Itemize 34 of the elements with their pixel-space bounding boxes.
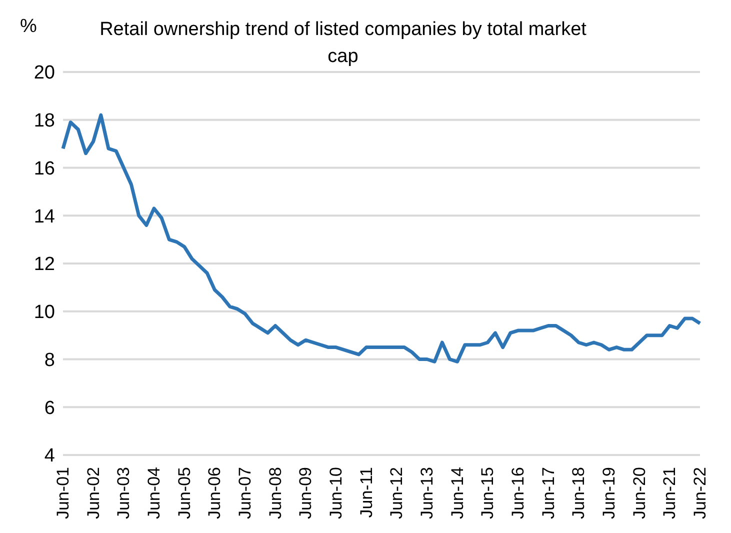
x-tick-label: Jun-08 xyxy=(266,467,285,519)
y-tick-label: 14 xyxy=(34,206,56,228)
x-tick-label: Jun-18 xyxy=(569,467,588,519)
y-axis-title: % xyxy=(20,16,37,38)
x-tick-label: Jun-01 xyxy=(54,467,72,519)
x-tick-label: Jun-14 xyxy=(448,467,467,519)
x-tick-label: Jun-02 xyxy=(84,467,103,519)
x-tick-label: Jun-19 xyxy=(600,467,618,519)
y-tick-label: 20 xyxy=(34,62,55,84)
x-tick-label: Jun-11 xyxy=(356,467,376,518)
line-series xyxy=(61,113,702,364)
x-tick-label: Jun-15 xyxy=(478,467,498,519)
x-tick-label: Jun-21 xyxy=(660,467,680,519)
x-tick-label: Jun-10 xyxy=(326,467,346,519)
y-tick-label: 18 xyxy=(34,110,55,132)
x-tick-label: Jun-06 xyxy=(205,467,224,519)
y-tick-label: 6 xyxy=(44,398,55,419)
x-tick-label: Jun-09 xyxy=(296,467,316,519)
x-tick-label: Jun-04 xyxy=(144,467,164,519)
x-tick-label: Jun-17 xyxy=(538,467,558,519)
y-tick-label: 4 xyxy=(44,446,56,467)
x-tick-label: Jun-16 xyxy=(508,467,528,519)
x-tick-label: Jun-13 xyxy=(418,467,436,519)
x-tick-label: Jun-03 xyxy=(114,467,134,519)
y-tick-label: 12 xyxy=(34,254,55,276)
x-tick-label: Jun-12 xyxy=(387,467,406,519)
y-tick-label: 16 xyxy=(34,158,55,180)
x-tick-label: Jun-22 xyxy=(690,467,710,519)
y-tick-label: 10 xyxy=(34,302,55,324)
y-tick-label: 8 xyxy=(44,350,55,371)
x-tick-label: Jun-05 xyxy=(174,467,194,519)
x-tick-label: Jun-20 xyxy=(630,467,649,519)
chart-title: Retail ownership trend of listed companies by total market cap xyxy=(98,18,588,69)
x-tick-label: Jun-07 xyxy=(236,467,254,519)
